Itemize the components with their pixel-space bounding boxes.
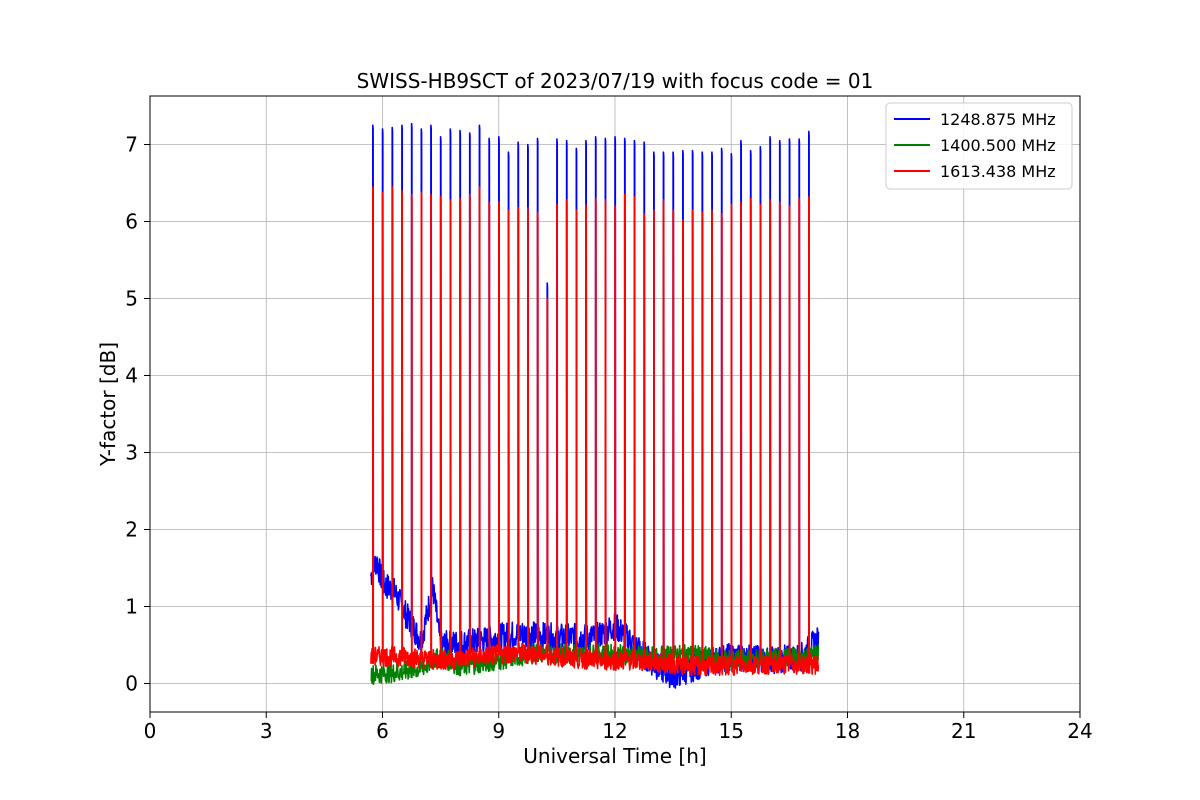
- legend-label: 1613.438 MHz: [940, 162, 1056, 181]
- legend-label: 1400.500 MHz: [940, 136, 1056, 155]
- x-tick-label: 6: [376, 719, 389, 743]
- y-tick-label: 6: [125, 210, 138, 234]
- y-tick-label: 2: [125, 518, 138, 542]
- y-tick-label: 1: [125, 595, 138, 619]
- x-tick-label: 12: [602, 719, 627, 743]
- x-tick-label: 18: [835, 719, 860, 743]
- series-1613-438-mhz: [370, 186, 820, 677]
- x-axis: 0 3 6 9 12 15 18 21 24: [144, 712, 1093, 743]
- chart-title: SWISS-HB9SCT of 2023/07/19 with focus co…: [357, 69, 874, 93]
- legend-label: 1248.875 MHz: [940, 110, 1056, 129]
- x-tick-label: 21: [951, 719, 976, 743]
- y-axis-label: Y-factor [dB]: [96, 342, 120, 467]
- series-line: [370, 186, 820, 677]
- y-tick-label: 4: [125, 364, 138, 388]
- x-tick-label: 3: [260, 719, 273, 743]
- x-tick-label: 15: [719, 719, 744, 743]
- x-axis-label: Universal Time [h]: [523, 744, 706, 768]
- legend: 1248.875 MHz 1400.500 MHz 1613.438 MHz: [885, 102, 1073, 190]
- x-tick-label: 0: [144, 719, 157, 743]
- legend-box: [885, 102, 1073, 190]
- y-tick-label: 3: [125, 441, 138, 465]
- x-tick-label: 9: [492, 719, 505, 743]
- y-tick-label: 0: [125, 672, 138, 696]
- y-tick-label: 5: [125, 287, 138, 311]
- y-axis: 0 1 2 3 4 5 6 7: [125, 133, 150, 696]
- x-tick-label: 24: [1067, 719, 1092, 743]
- plot-area: [370, 122, 820, 689]
- y-tick-label: 7: [125, 133, 138, 157]
